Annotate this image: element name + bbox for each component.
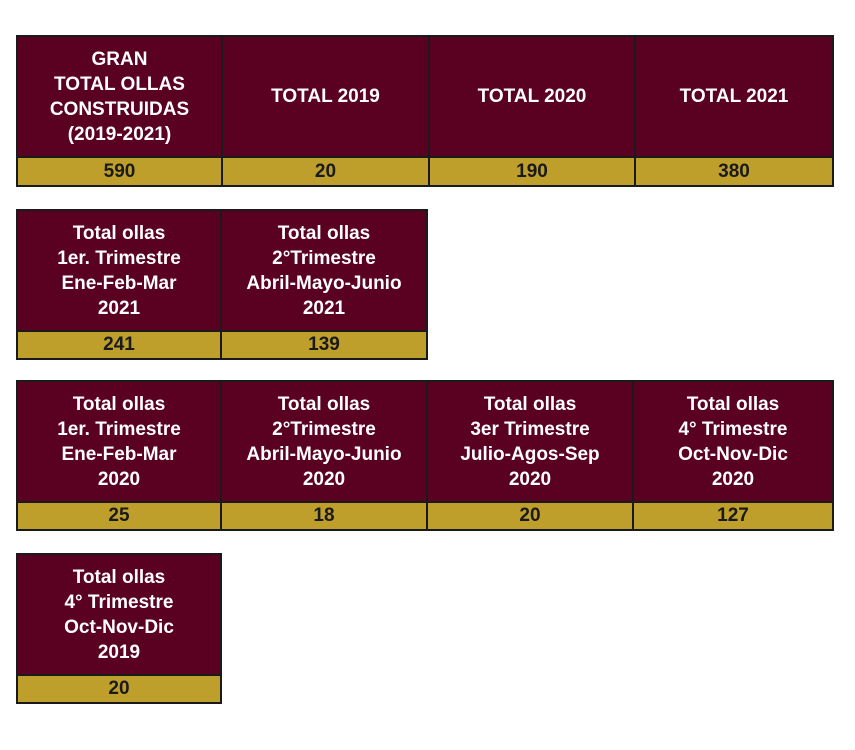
value-q2-2021: 139 — [220, 330, 428, 360]
header-q1-2020: Total ollas 1er. Trimestre Ene-Feb-Mar 2… — [16, 380, 222, 503]
value-total-2021: 380 — [634, 156, 834, 187]
header-total-2021: TOTAL 2021 — [634, 35, 834, 158]
header-q1-2021: Total ollas 1er. Trimestre Ene-Feb-Mar 2… — [16, 209, 222, 332]
header-q3-2020: Total ollas 3er Trimestre Julio-Agos-Sep… — [426, 380, 634, 503]
value-q4-2020: 127 — [632, 501, 834, 531]
value-gran-total: 590 — [16, 156, 223, 187]
header-total-2019: TOTAL 2019 — [221, 35, 430, 158]
value-q4-2019: 20 — [16, 674, 222, 704]
header-q4-2020: Total ollas 4° Trimestre Oct-Nov-Dic 202… — [632, 380, 834, 503]
value-q1-2021: 241 — [16, 330, 222, 360]
header-total-2020: TOTAL 2020 — [428, 35, 636, 158]
value-total-2019: 20 — [221, 156, 430, 187]
header-q2-2021: Total ollas 2°Trimestre Abril-Mayo-Junio… — [220, 209, 428, 332]
value-q2-2020: 18 — [220, 501, 428, 531]
header-gran-total: GRAN TOTAL OLLAS CONSTRUIDAS (2019-2021) — [16, 35, 223, 158]
value-total-2020: 190 — [428, 156, 636, 187]
value-q3-2020: 20 — [426, 501, 634, 531]
header-q2-2020: Total ollas 2°Trimestre Abril-Mayo-Junio… — [220, 380, 428, 503]
header-q4-2019: Total ollas 4° Trimestre Oct-Nov-Dic 201… — [16, 553, 222, 676]
value-q1-2020: 25 — [16, 501, 222, 531]
